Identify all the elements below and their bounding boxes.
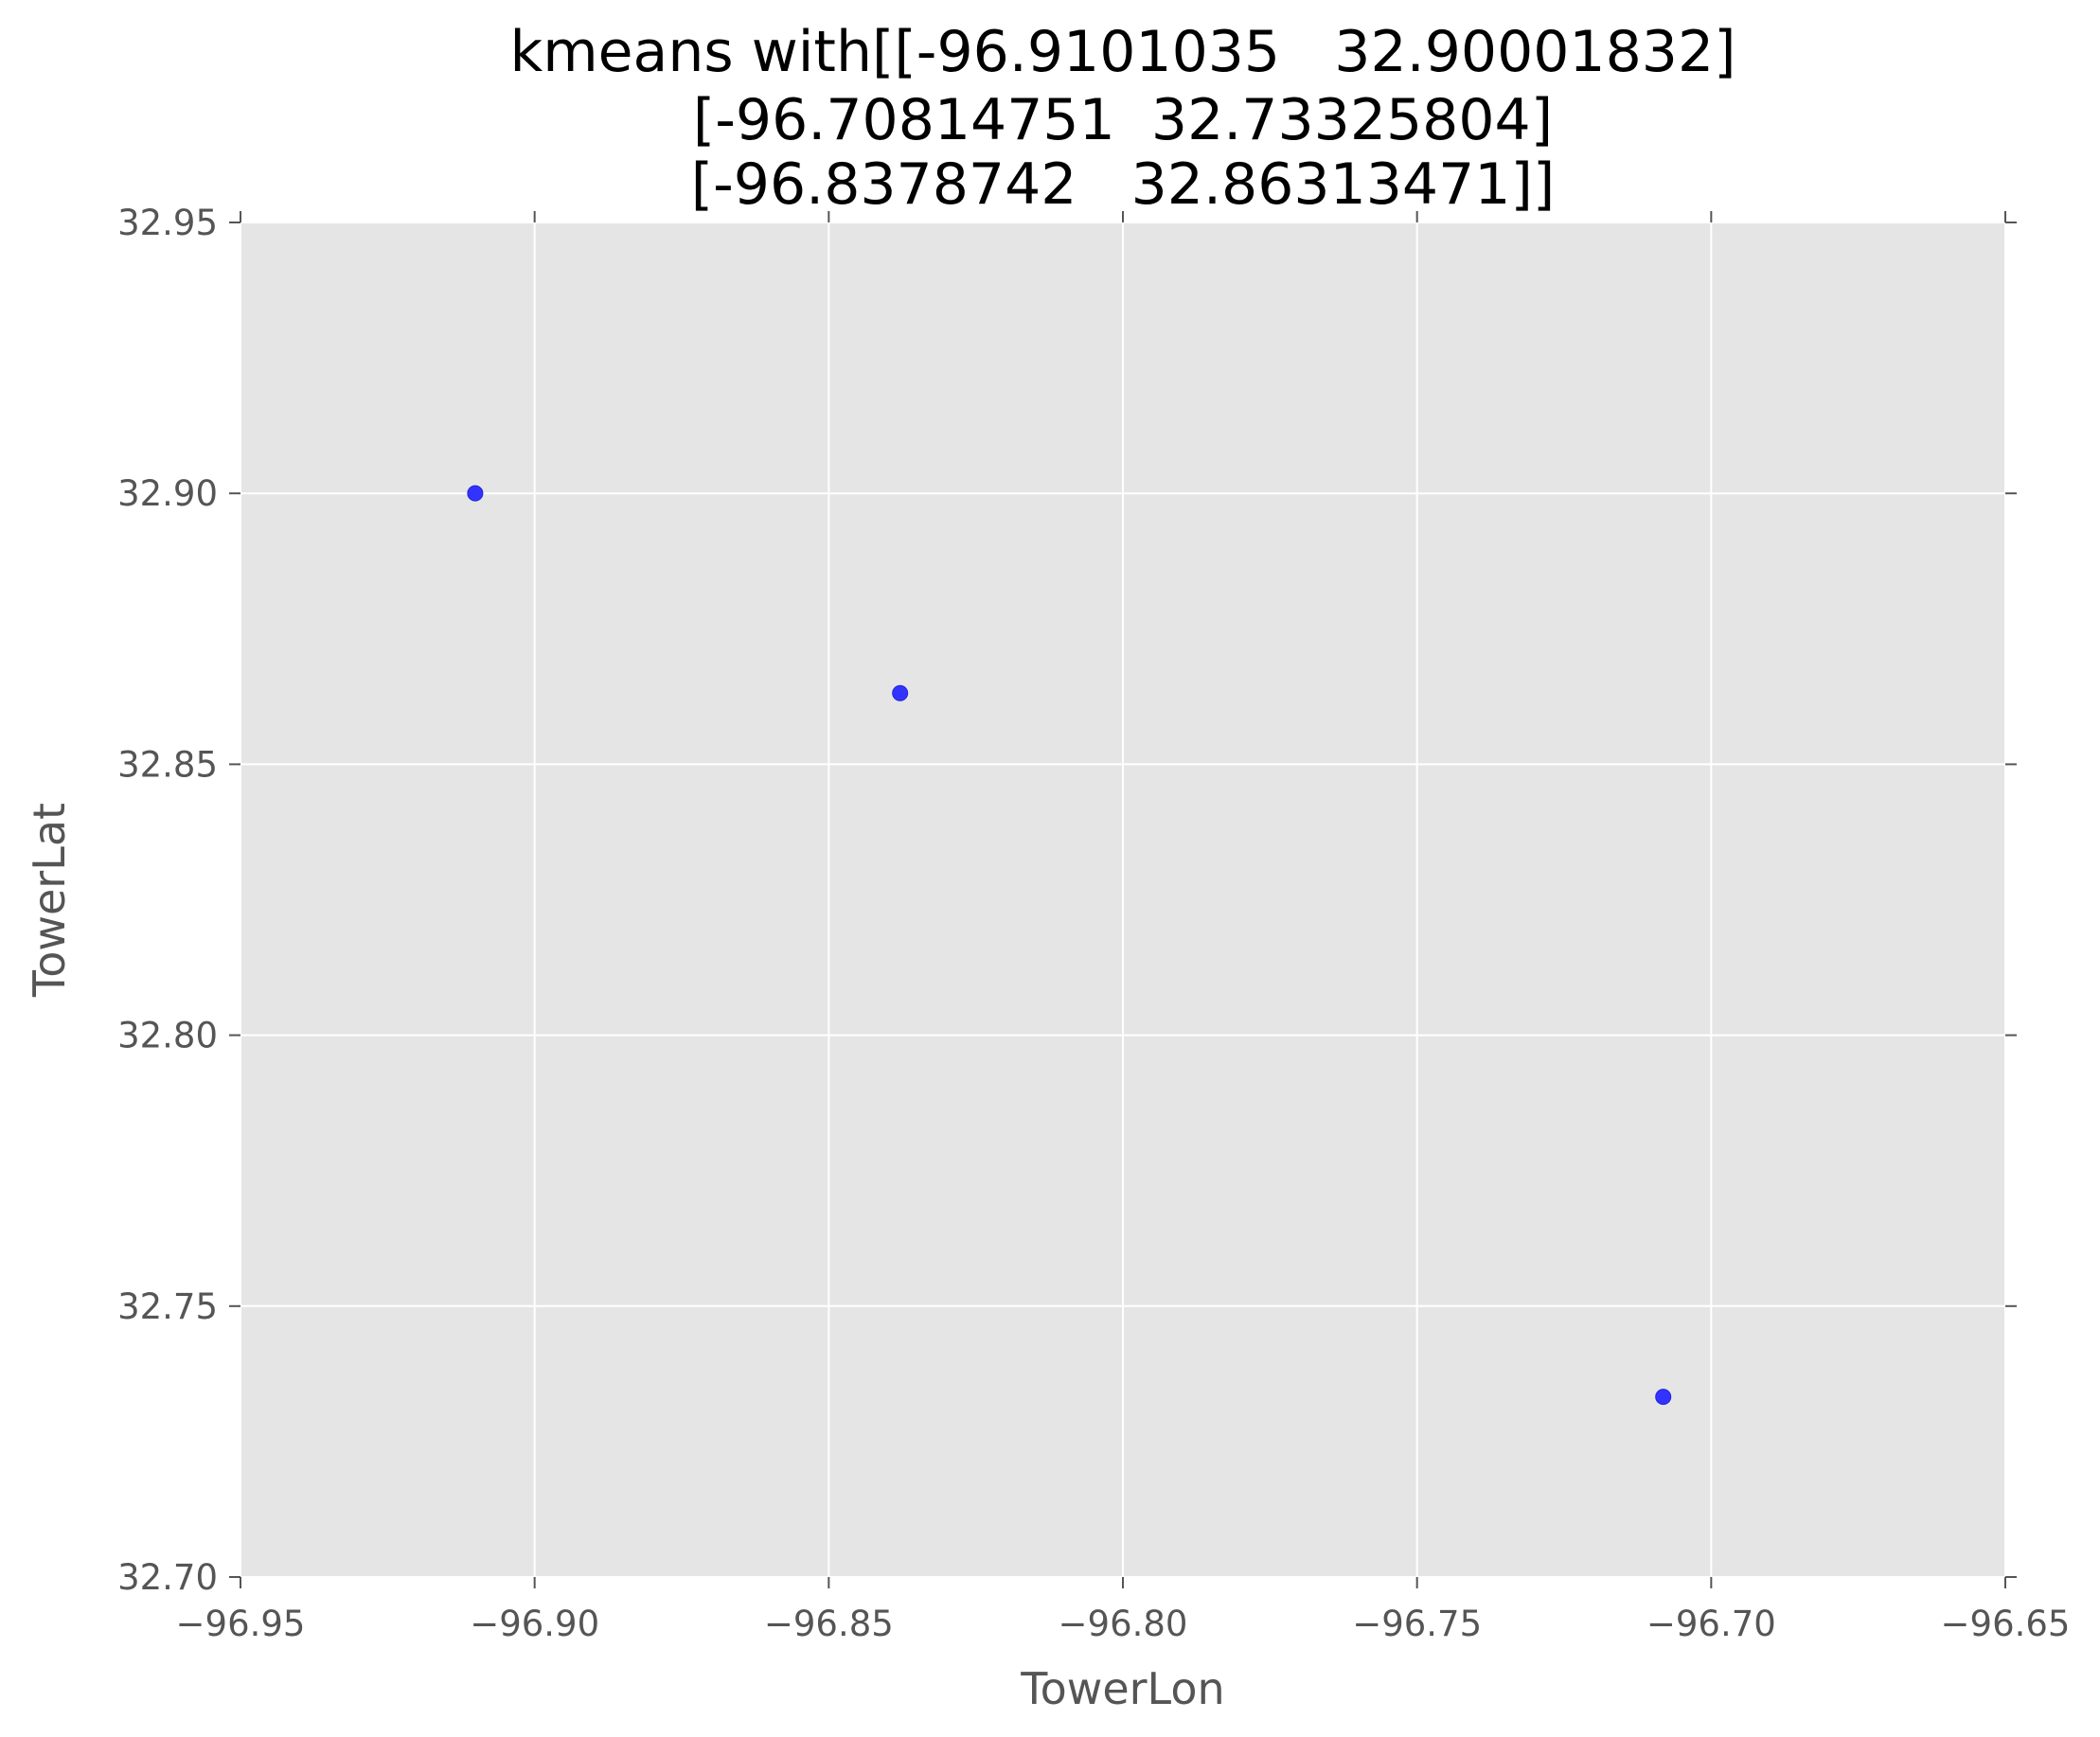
title-line-3: [-96.8378742 32.86313471]] xyxy=(691,151,1556,218)
y-tick-label: 32.85 xyxy=(117,744,218,785)
x-tick-label: −96.80 xyxy=(1059,1604,1188,1644)
data-point-3 xyxy=(892,684,909,701)
title-line-1: kmeans with[[-96.9101035 32.90001832] xyxy=(509,19,1735,85)
data-point-1 xyxy=(467,485,484,502)
y-tick-label: 32.80 xyxy=(117,1016,218,1056)
y-tick-label: 32.90 xyxy=(117,473,218,514)
data-points xyxy=(467,485,1672,1406)
data-point-2 xyxy=(1655,1389,1672,1406)
x-tick-label: −96.65 xyxy=(1941,1604,2071,1644)
x-tick-label: −96.70 xyxy=(1646,1604,1776,1644)
tick-marks xyxy=(229,211,2017,1588)
title-line-2: [-96.70814751 32.73325804] xyxy=(693,87,1553,153)
y-tick-labels: 32.70 32.75 32.80 32.85 32.90 32.95 xyxy=(117,203,218,1598)
x-tick-labels: −96.95 −96.90 −96.85 −96.80 −96.75 −96.70 −96.… xyxy=(176,1604,2071,1644)
x-tick-label: −96.95 xyxy=(176,1604,306,1644)
y-tick-label: 32.70 xyxy=(117,1557,218,1598)
y-axis-label: TowerLat xyxy=(24,803,75,998)
x-tick-label: −96.75 xyxy=(1352,1604,1482,1644)
x-tick-label: −96.90 xyxy=(470,1604,599,1644)
x-axis-label: TowerLon xyxy=(1020,1663,1224,1714)
chart-title: kmeans with[[-96.9101035 32.90001832][-9… xyxy=(509,19,1735,218)
y-tick-label: 32.95 xyxy=(117,203,218,243)
x-tick-label: −96.85 xyxy=(764,1604,894,1644)
y-tick-label: 32.75 xyxy=(117,1286,218,1327)
